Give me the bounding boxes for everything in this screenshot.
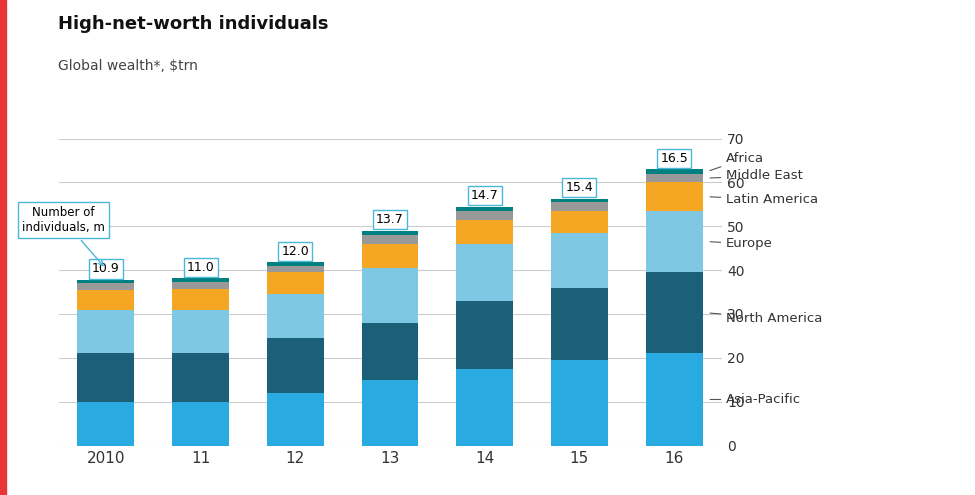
Text: 12.0: 12.0	[282, 245, 309, 258]
Bar	[362, 235, 418, 244]
Bar	[173, 282, 229, 289]
Text: 10.9: 10.9	[92, 262, 120, 275]
Bar	[173, 309, 229, 353]
Bar	[645, 211, 703, 272]
Bar	[267, 294, 324, 338]
Text: 13.7: 13.7	[376, 213, 404, 226]
Text: 11.0: 11.0	[186, 261, 214, 274]
Text: 15.4: 15.4	[566, 181, 594, 194]
Bar	[456, 220, 513, 244]
Bar	[362, 323, 418, 380]
Text: High-net-worth individuals: High-net-worth individuals	[58, 15, 329, 33]
Bar	[173, 289, 229, 309]
Bar	[456, 301, 513, 369]
Text: Latin America: Latin America	[710, 194, 818, 206]
Bar	[645, 169, 703, 174]
Bar	[645, 183, 703, 211]
Text: North America: North America	[710, 312, 823, 325]
Bar	[551, 198, 607, 202]
Bar	[77, 283, 135, 290]
Text: Asia-Pacific: Asia-Pacific	[710, 393, 801, 406]
Bar	[456, 369, 513, 446]
Bar	[77, 353, 135, 401]
Bar	[362, 231, 418, 235]
Text: 16.5: 16.5	[660, 152, 688, 165]
Bar	[173, 279, 229, 282]
Bar	[362, 244, 418, 268]
Bar	[645, 272, 703, 353]
Bar	[173, 353, 229, 401]
Bar	[645, 174, 703, 183]
Bar	[362, 268, 418, 323]
Text: Europe: Europe	[710, 237, 773, 250]
Bar	[551, 288, 607, 360]
Bar	[362, 380, 418, 446]
Text: 14.7: 14.7	[471, 189, 498, 202]
Bar	[456, 206, 513, 211]
Bar	[456, 244, 513, 301]
Bar	[551, 360, 607, 446]
Bar	[267, 266, 324, 272]
Bar	[77, 401, 135, 446]
Text: Number of
individuals, m: Number of individuals, m	[21, 206, 104, 265]
Bar	[456, 211, 513, 220]
Bar	[173, 401, 229, 446]
Bar	[267, 262, 324, 266]
Bar	[645, 353, 703, 446]
Bar	[77, 309, 135, 353]
Bar	[267, 272, 324, 294]
Bar	[77, 290, 135, 309]
Bar	[267, 393, 324, 446]
Bar	[551, 211, 607, 233]
Text: Middle East: Middle East	[710, 169, 803, 182]
Bar	[551, 233, 607, 288]
Text: Global wealth*, $trn: Global wealth*, $trn	[58, 59, 198, 73]
Bar	[551, 202, 607, 211]
Bar	[267, 338, 324, 393]
Text: Africa: Africa	[710, 152, 764, 171]
Bar	[77, 280, 135, 283]
